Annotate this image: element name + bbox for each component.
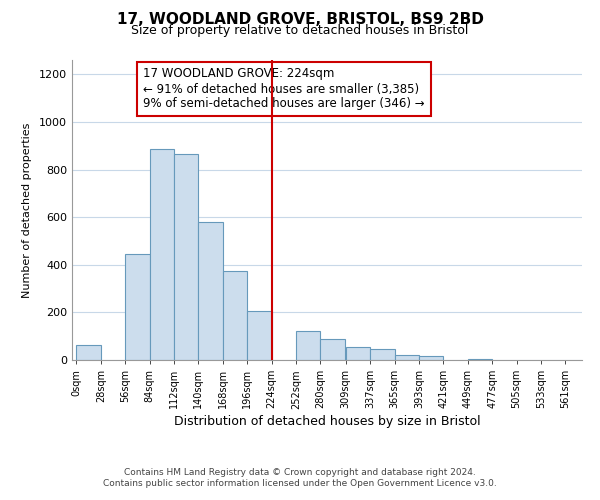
- Bar: [395, 355, 419, 360]
- Y-axis label: Number of detached properties: Number of detached properties: [22, 122, 32, 298]
- Bar: [370, 350, 395, 360]
- Bar: [125, 254, 149, 360]
- Bar: [419, 356, 443, 360]
- Bar: [76, 344, 101, 360]
- X-axis label: Distribution of detached houses by size in Bristol: Distribution of detached houses by size …: [173, 416, 481, 428]
- Bar: [468, 359, 492, 360]
- Bar: [223, 270, 247, 360]
- Text: Contains HM Land Registry data © Crown copyright and database right 2024.
Contai: Contains HM Land Registry data © Crown c…: [103, 468, 497, 487]
- Text: 17 WOODLAND GROVE: 224sqm
← 91% of detached houses are smaller (3,385)
9% of sem: 17 WOODLAND GROVE: 224sqm ← 91% of detac…: [143, 68, 425, 110]
- Text: Size of property relative to detached houses in Bristol: Size of property relative to detached ho…: [131, 24, 469, 37]
- Bar: [149, 150, 174, 360]
- Bar: [247, 311, 272, 360]
- Text: 17, WOODLAND GROVE, BRISTOL, BS9 2BD: 17, WOODLAND GROVE, BRISTOL, BS9 2BD: [116, 12, 484, 28]
- Bar: [296, 332, 320, 360]
- Bar: [320, 338, 345, 360]
- Bar: [199, 222, 223, 360]
- Bar: [174, 154, 199, 360]
- Bar: [346, 347, 370, 360]
